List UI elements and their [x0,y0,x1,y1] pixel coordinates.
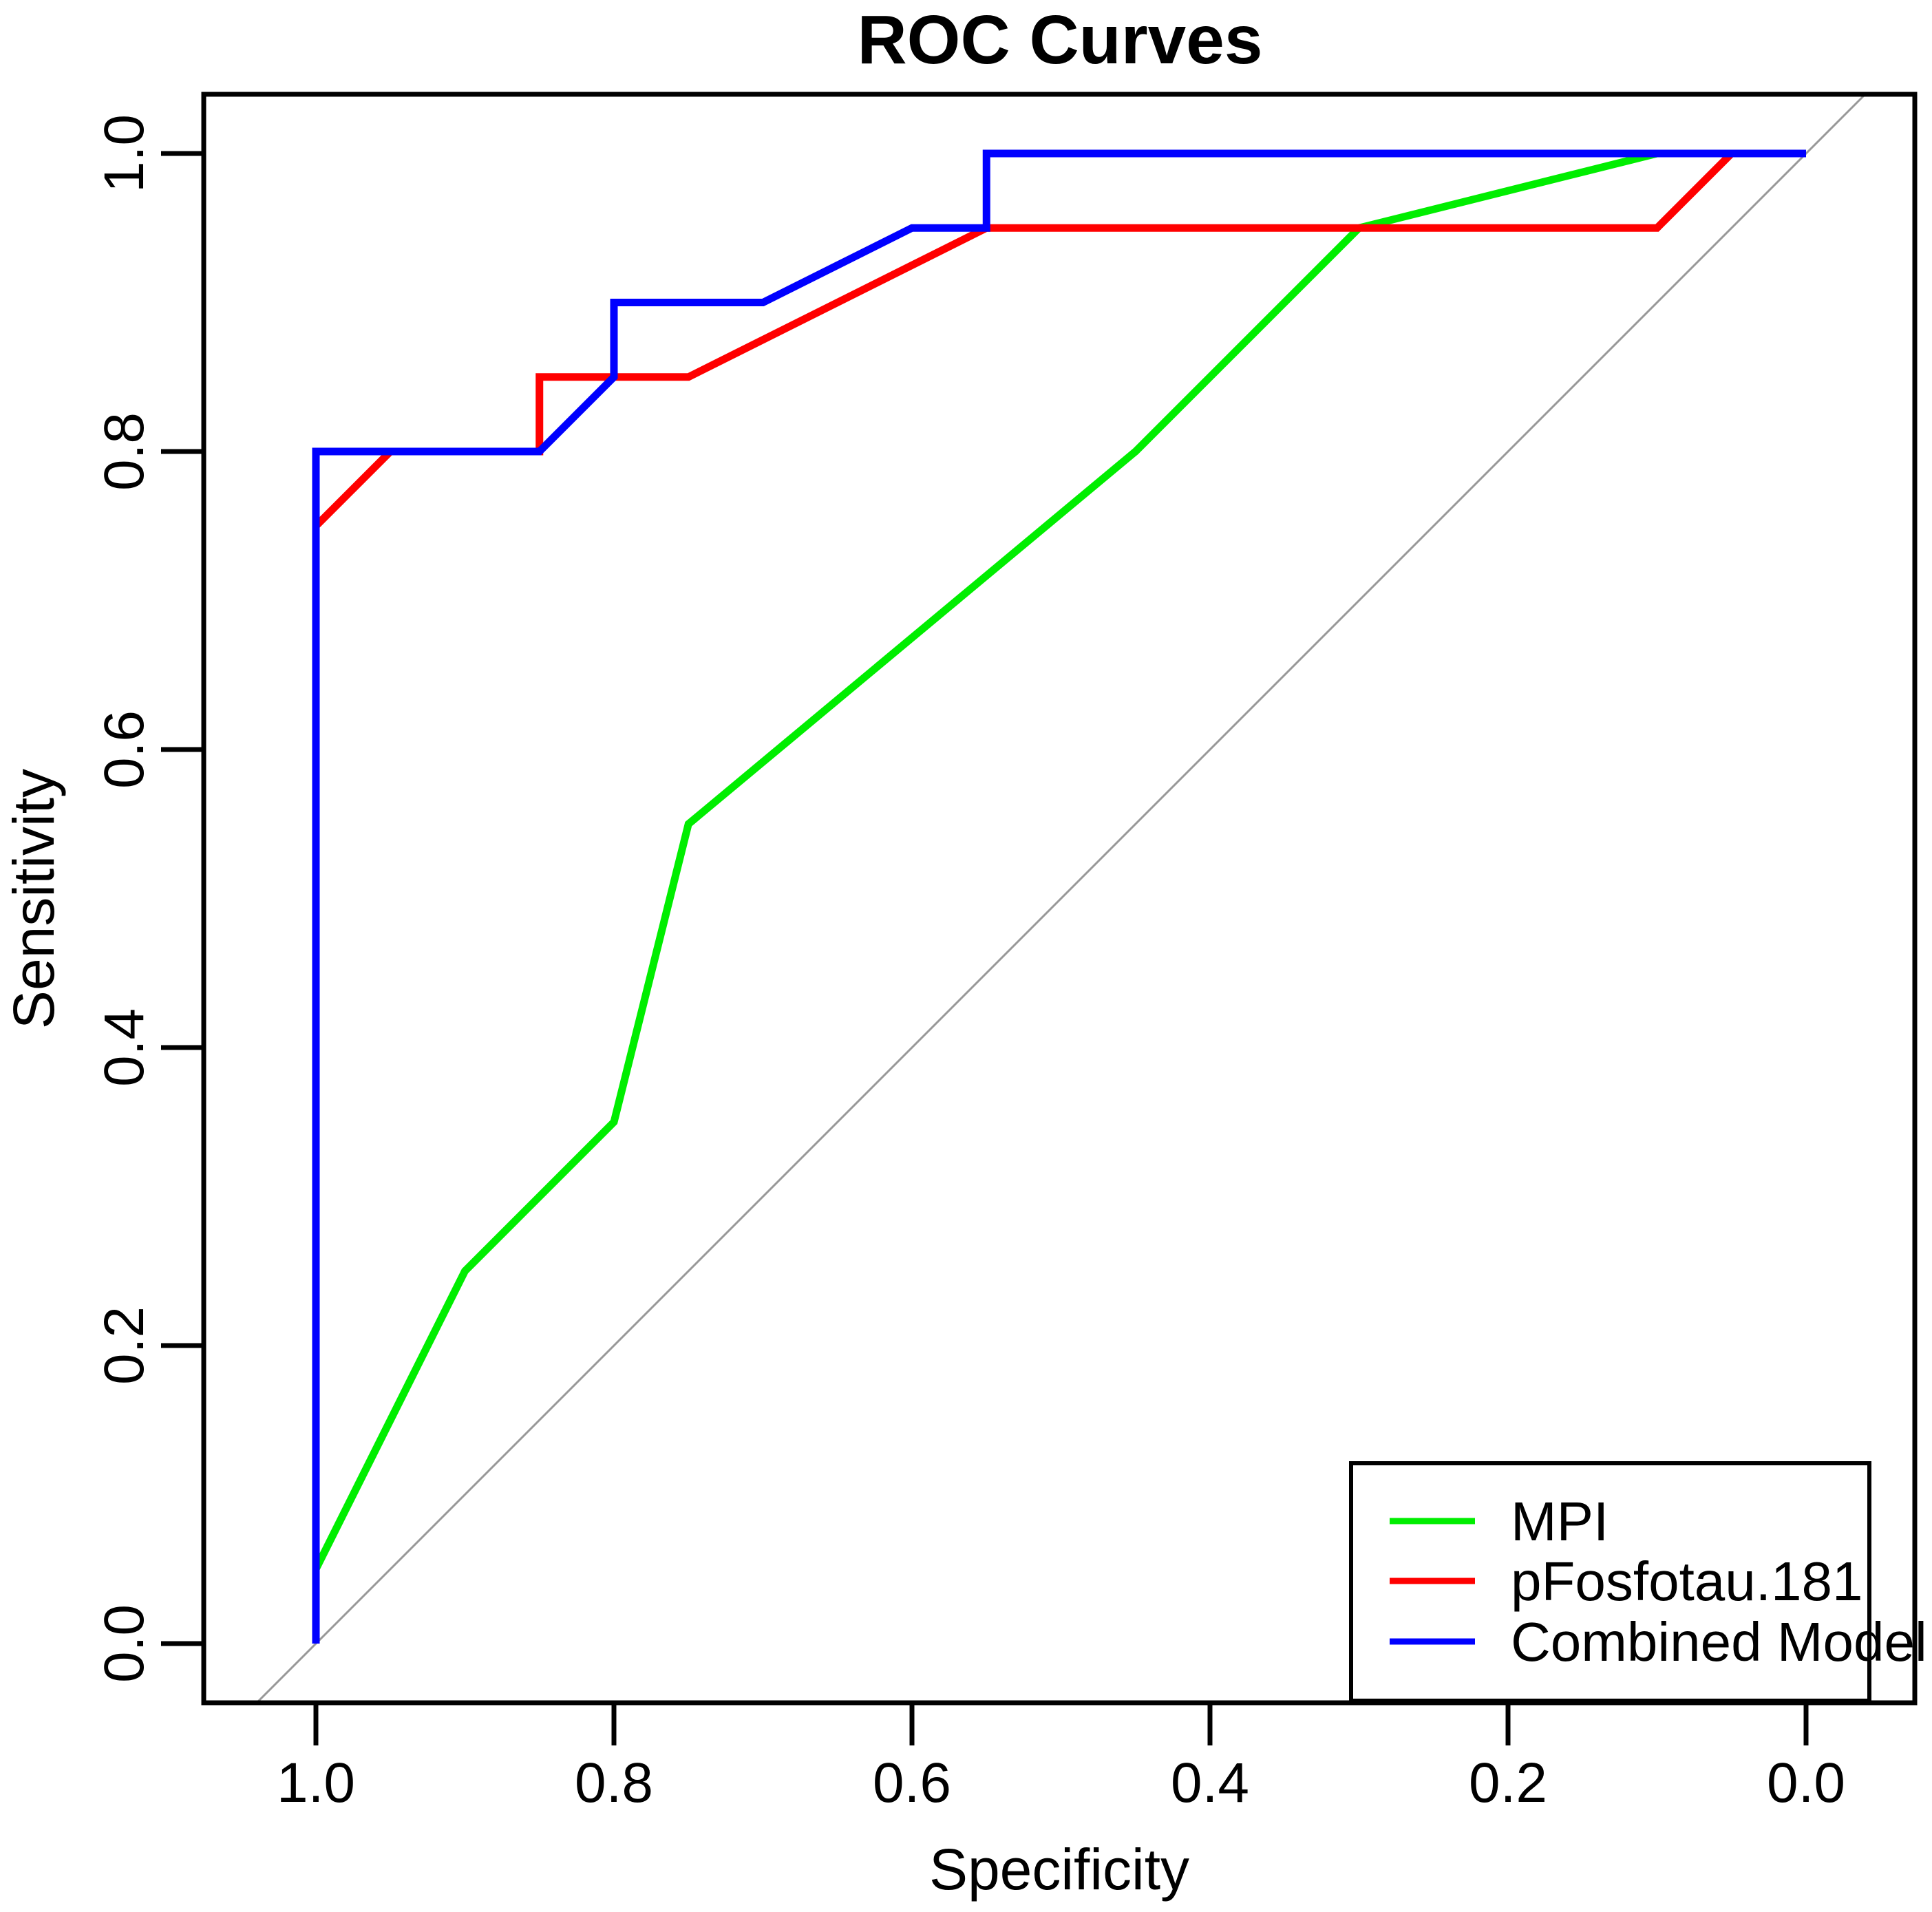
x-tick-label: 0.8 [575,1752,653,1814]
x-tick-label: 0.2 [1469,1752,1547,1814]
y-axis: 0.0 0.2 0.4 0.6 0.8 1.0 [93,114,204,1683]
y-axis-label: Sensitivity [1,769,66,1029]
legend-entry-label: MPI [1511,1491,1609,1552]
y-tick-label: 1.0 [93,114,156,193]
y-tick-label: 0.2 [93,1306,156,1385]
x-axis: 1.0 0.8 0.6 0.4 0.2 0.0 [277,1703,1845,1814]
x-tick-label: 0.4 [1171,1752,1249,1814]
roc-curve-combined-model [312,149,1806,1644]
y-tick-label: 0.6 [93,710,156,789]
plot-box [201,92,1918,1706]
legend-entry-label: Combined Model [1511,1611,1927,1672]
x-axis-label: Specificity [929,1837,1189,1902]
x-tick-label: 1.0 [277,1752,355,1814]
y-tick-label: 0.4 [93,1008,156,1087]
plot-title: ROC Curves [857,1,1262,78]
x-tick-label: 0.0 [1767,1752,1845,1814]
roc-curve-mpi [312,149,1806,1644]
legend-entry-label: pFosfotau.181 [1511,1551,1862,1612]
x-tick-label: 0.6 [873,1752,951,1814]
chance-diagonal-line [255,93,1867,1704]
y-tick-label: 0.0 [93,1604,156,1683]
y-tick-label: 0.8 [93,412,156,491]
